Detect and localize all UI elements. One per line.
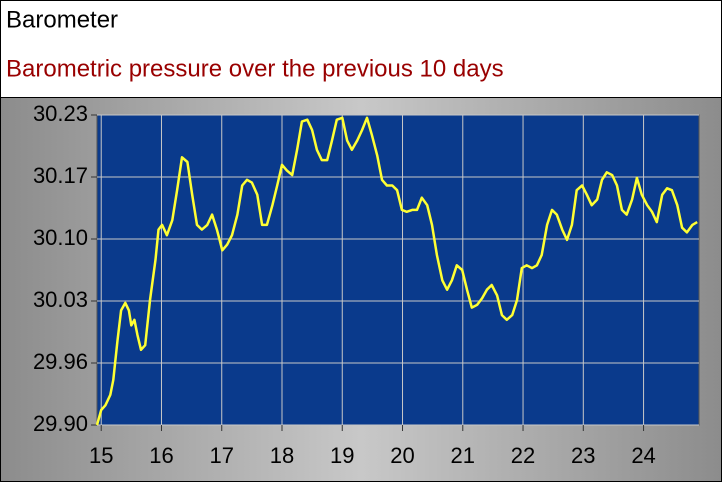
x-tick-label: 22 <box>511 443 535 468</box>
x-tick-label: 17 <box>209 443 233 468</box>
y-tick-label: 30.10 <box>33 225 88 250</box>
y-tick-label: 30.23 <box>33 101 88 126</box>
y-tick-label: 30.03 <box>33 287 88 312</box>
data-line <box>95 116 698 426</box>
x-tick-label: 16 <box>149 443 173 468</box>
y-tick-label: 29.96 <box>33 349 88 374</box>
chart-subtitle: Barometric pressure over the previous 10… <box>6 55 504 82</box>
x-tick-label: 23 <box>571 443 595 468</box>
header <box>0 0 722 98</box>
chart-title: Barometer <box>6 6 118 33</box>
y-tick-label: 29.90 <box>33 411 88 436</box>
x-tick-label: 21 <box>451 443 475 468</box>
x-tick-label: 15 <box>89 443 113 468</box>
x-tick-label: 18 <box>270 443 294 468</box>
x-tick-label: 20 <box>390 443 414 468</box>
x-tick-label: 24 <box>631 443 655 468</box>
x-tick-label: 19 <box>330 443 354 468</box>
y-tick-label: 30.17 <box>33 163 88 188</box>
